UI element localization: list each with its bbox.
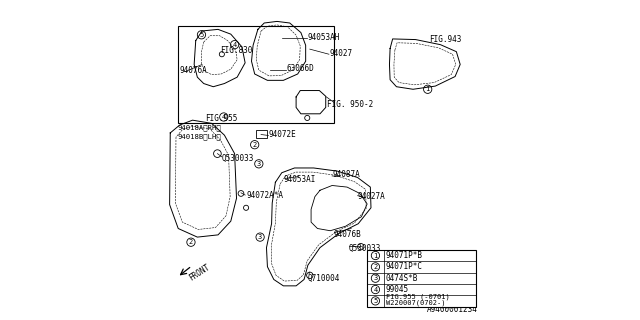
Text: 63066D: 63066D bbox=[286, 64, 314, 73]
Text: 94018B〈LH〉: 94018B〈LH〉 bbox=[177, 134, 221, 140]
Text: A9400001234: A9400001234 bbox=[427, 305, 477, 314]
Text: 94076B: 94076B bbox=[333, 230, 361, 239]
Text: 94071P*B: 94071P*B bbox=[386, 251, 422, 260]
Text: W220007(0702-): W220007(0702-) bbox=[386, 299, 445, 306]
Text: FRONT: FRONT bbox=[187, 262, 211, 282]
Text: 94076A: 94076A bbox=[179, 66, 207, 75]
Text: 99045: 99045 bbox=[386, 285, 409, 294]
Text: 1: 1 bbox=[373, 252, 378, 259]
Bar bbox=[255, 130, 267, 138]
Bar bbox=[367, 250, 476, 307]
Text: FIG.830: FIG.830 bbox=[221, 46, 253, 55]
Text: FIG.955: FIG.955 bbox=[205, 114, 237, 123]
Text: FIG.943: FIG.943 bbox=[429, 35, 461, 44]
Text: 3: 3 bbox=[257, 161, 261, 167]
Text: 4: 4 bbox=[232, 42, 237, 48]
Text: 94072A*A: 94072A*A bbox=[246, 191, 283, 200]
Text: 2: 2 bbox=[373, 264, 378, 270]
Text: FIG. 950-2: FIG. 950-2 bbox=[327, 100, 373, 109]
Text: 94018A〈RH〉: 94018A〈RH〉 bbox=[177, 124, 221, 131]
Text: 94053AI: 94053AI bbox=[284, 175, 316, 184]
Text: 94072E: 94072E bbox=[268, 130, 296, 139]
Text: 4: 4 bbox=[221, 114, 226, 120]
Text: FIG.955 (-0701): FIG.955 (-0701) bbox=[386, 294, 449, 300]
Text: 94053AH: 94053AH bbox=[307, 33, 340, 42]
Text: 94087A: 94087A bbox=[333, 171, 360, 180]
Text: 94027A: 94027A bbox=[358, 192, 385, 201]
Text: 5: 5 bbox=[199, 32, 204, 38]
Text: Q710004: Q710004 bbox=[308, 274, 340, 283]
Text: Q530033: Q530033 bbox=[349, 244, 381, 253]
Text: 2: 2 bbox=[189, 239, 193, 245]
Text: 3: 3 bbox=[258, 234, 262, 240]
Text: 3: 3 bbox=[373, 275, 378, 281]
Text: 2: 2 bbox=[253, 142, 257, 148]
Text: 5: 5 bbox=[373, 298, 378, 304]
Text: 0474S*B: 0474S*B bbox=[386, 274, 418, 283]
Text: 94071P*C: 94071P*C bbox=[386, 262, 422, 271]
Bar bbox=[178, 26, 334, 123]
Text: 1: 1 bbox=[426, 86, 430, 92]
Text: 94027: 94027 bbox=[330, 49, 353, 58]
Text: 4: 4 bbox=[373, 286, 378, 292]
Text: Q530033: Q530033 bbox=[222, 154, 254, 163]
